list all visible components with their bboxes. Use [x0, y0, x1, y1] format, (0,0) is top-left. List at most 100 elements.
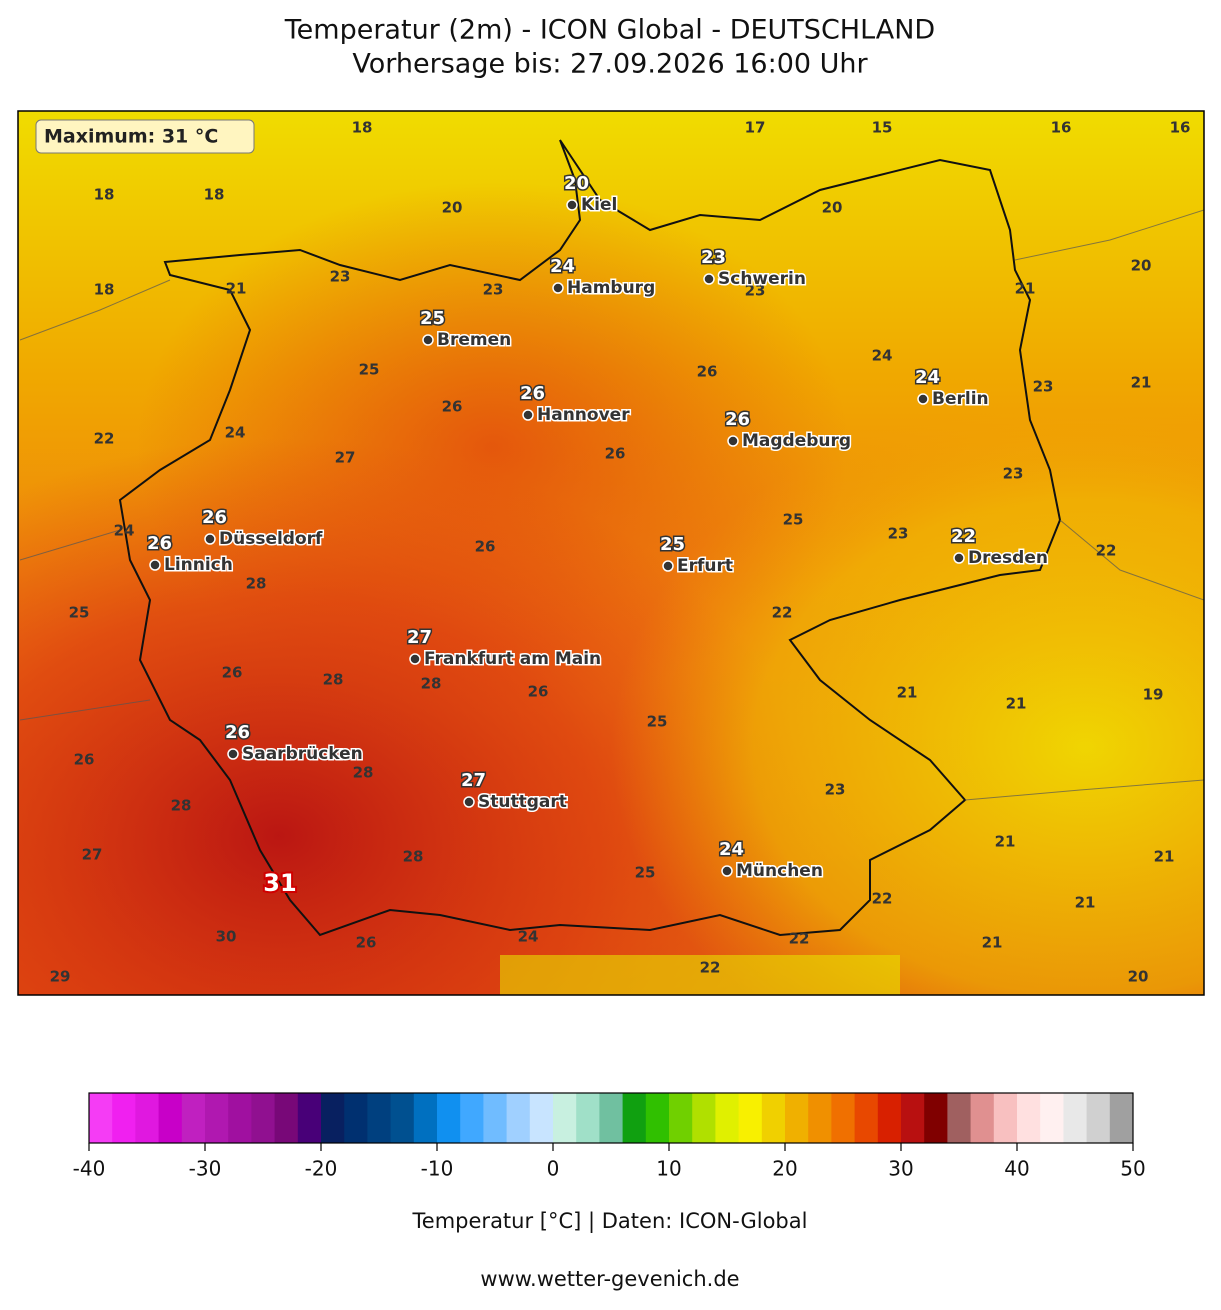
contour-label: 28	[403, 848, 424, 866]
city-dot	[522, 409, 534, 421]
contour-label: 24	[225, 424, 246, 442]
contour-label: 24	[114, 522, 135, 540]
colorbar-segment	[785, 1093, 809, 1143]
colorbar-segment	[970, 1093, 995, 1143]
contour-label: 16	[1170, 119, 1191, 137]
city-dot	[422, 334, 434, 346]
colorbar-tick-label: 30	[888, 1157, 913, 1181]
contour-label: 18	[352, 119, 373, 137]
contour-label: 23	[825, 781, 846, 799]
city-name: Düsseldorf	[219, 529, 323, 549]
colorbar-segment	[367, 1093, 392, 1143]
colorbar-segment	[437, 1093, 461, 1143]
colorbar-segment	[622, 1093, 647, 1143]
city-temp: 26	[225, 722, 250, 743]
colorbar-frame	[88, 1092, 1134, 1144]
contour-label: 16	[1051, 119, 1072, 137]
city-temp: 27	[461, 770, 486, 791]
city-dot	[204, 533, 216, 545]
city-name: Hannover	[537, 405, 630, 425]
colorbar-segment	[529, 1093, 554, 1143]
colorbar-tick-label: 0	[547, 1157, 560, 1181]
colorbar-segment	[599, 1093, 624, 1143]
city-name: Kiel	[581, 195, 617, 215]
contour-label: 23	[330, 268, 351, 286]
city-name: Magdeburg	[742, 431, 851, 451]
city-name: Saarbrücken	[242, 744, 363, 764]
contour-label: 22	[789, 930, 810, 948]
contour-label: 28	[323, 671, 344, 689]
contour-label: 22	[700, 959, 721, 977]
title: Temperatur (2m) - ICON Global - DEUTSCHL…	[284, 15, 935, 46]
city-dot	[149, 559, 161, 571]
colorbar-segment	[181, 1093, 206, 1143]
contour-label: 21	[897, 684, 918, 702]
colorbar-segment	[506, 1093, 531, 1143]
contour-label: 18	[94, 281, 115, 299]
colorbar-segment	[1086, 1093, 1111, 1143]
contour-label: 29	[50, 968, 71, 986]
city-dot	[727, 435, 739, 447]
contour-label: 21	[1154, 848, 1175, 866]
city-dot	[662, 560, 674, 572]
contour-label: 18	[94, 186, 115, 204]
colorbar-segment	[1109, 1093, 1134, 1143]
colorbar-tick-label: 20	[772, 1157, 797, 1181]
colorbar-segment	[692, 1093, 716, 1143]
city-dot	[552, 282, 564, 294]
colorbar-segment	[390, 1093, 415, 1143]
contour-label: 21	[1131, 374, 1152, 392]
colorbar-segment	[89, 1093, 113, 1143]
colorbar-segment	[877, 1093, 902, 1143]
contour-label: 28	[246, 575, 267, 593]
contour-label: 26	[605, 445, 626, 463]
contour-label: 27	[335, 449, 356, 467]
contour-label: 26	[528, 683, 549, 701]
contour-label: 24	[518, 928, 539, 946]
colorbar-segment	[344, 1093, 368, 1143]
city-dot	[721, 865, 733, 877]
city-dot	[703, 273, 715, 285]
colorbar-segment	[1063, 1093, 1088, 1143]
contour-label: 20	[1128, 968, 1149, 986]
city-name: Dresden	[968, 548, 1048, 568]
contour-label: 21	[982, 934, 1003, 952]
contour-label: 22	[1096, 542, 1117, 560]
colorbar-segment	[808, 1093, 832, 1143]
city-temp: 26	[147, 533, 172, 554]
contour-label: 25	[69, 604, 90, 622]
neighbor-border	[19, 209, 1204, 801]
colorbar-segment	[645, 1093, 670, 1143]
colorbar-segment	[483, 1093, 508, 1143]
maximum-marker: 31	[263, 869, 296, 897]
colorbar-segment	[901, 1093, 925, 1143]
city-dot	[917, 393, 929, 405]
colorbar-tick-label: -10	[421, 1157, 454, 1181]
contour-label: 26	[697, 363, 718, 381]
city-temp: 24	[915, 367, 940, 388]
contour-label: 26	[356, 934, 377, 952]
colorbar-tick-label: -40	[73, 1157, 106, 1181]
contour-label: 21	[1006, 695, 1027, 713]
city-temp: 23	[701, 247, 726, 268]
city-temp: 27	[407, 627, 432, 648]
city-temp: 20	[564, 173, 589, 194]
subtitle: Vorhersage bis: 27.09.2026 16:00 Uhr	[352, 49, 868, 80]
colorbar-segment	[228, 1093, 252, 1143]
contour-label: 26	[74, 751, 95, 769]
contour-label: 19	[1143, 686, 1164, 704]
contour-label: 26	[222, 664, 243, 682]
contour-label: 25	[783, 511, 804, 529]
city-dot	[409, 653, 421, 665]
contour-label: 23	[483, 281, 504, 299]
colorbar-segment	[112, 1093, 136, 1143]
city-name: Schwerin	[718, 269, 806, 289]
contour-label: 20	[1131, 257, 1152, 275]
contour-label: 15	[872, 119, 893, 137]
contour-label: 28	[171, 797, 192, 815]
city-name: Berlin	[932, 389, 989, 409]
contour-label: 20	[822, 199, 843, 217]
colorbar-segment	[1017, 1093, 1041, 1143]
colorbar-segment	[274, 1093, 299, 1143]
